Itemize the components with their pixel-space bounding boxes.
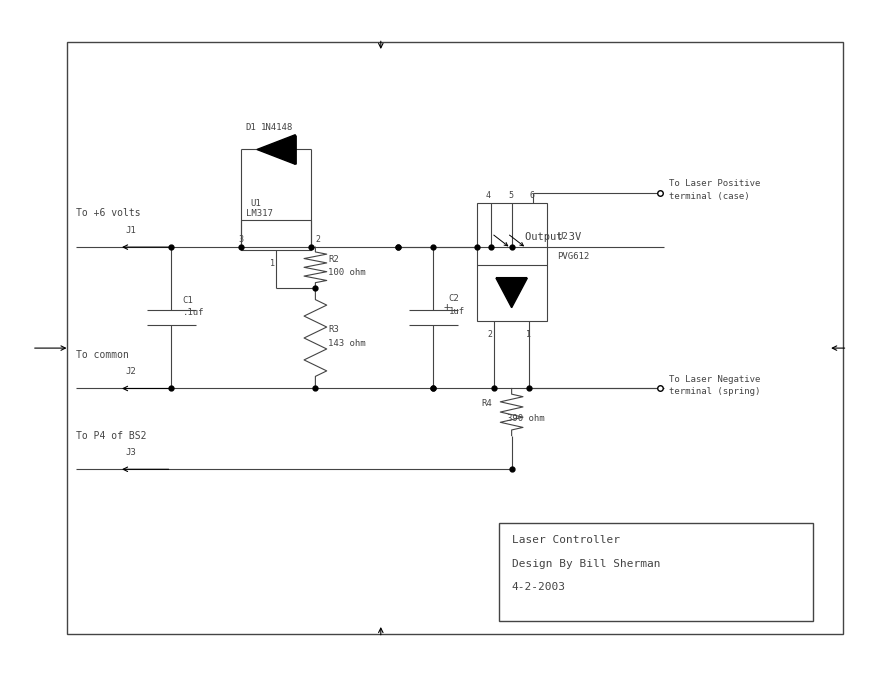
- Text: LM317: LM317: [246, 209, 272, 218]
- Text: 143 ohm: 143 ohm: [328, 339, 366, 348]
- Text: +: +: [444, 302, 451, 312]
- Text: J3: J3: [125, 448, 136, 457]
- Text: 2: 2: [487, 330, 493, 339]
- Bar: [499, 523, 813, 621]
- Text: To P4 of BS2: To P4 of BS2: [75, 431, 146, 441]
- Text: 3: 3: [239, 235, 243, 243]
- Text: 1uf: 1uf: [449, 307, 465, 316]
- Text: J2: J2: [125, 367, 136, 376]
- Bar: [66, 42, 844, 634]
- Text: .1uf: .1uf: [183, 308, 204, 317]
- Text: R3: R3: [328, 325, 340, 335]
- Text: 6: 6: [529, 191, 534, 200]
- Text: Design By Bill Sherman: Design By Bill Sherman: [512, 558, 660, 569]
- Polygon shape: [496, 278, 528, 308]
- Text: terminal (case): terminal (case): [668, 192, 749, 201]
- Text: PVG612: PVG612: [557, 252, 589, 261]
- Text: R2: R2: [328, 255, 340, 264]
- Polygon shape: [257, 135, 296, 164]
- Text: 390 ohm: 390 ohm: [507, 414, 545, 423]
- Bar: [477, 203, 547, 321]
- Text: 100 ohm: 100 ohm: [328, 268, 366, 277]
- Bar: [242, 220, 311, 251]
- Text: To Laser Positive: To Laser Positive: [668, 179, 760, 189]
- Text: 1: 1: [270, 260, 275, 268]
- Text: 1N4148: 1N4148: [262, 124, 293, 132]
- Text: U2: U2: [557, 232, 568, 241]
- Text: To Laser Negative: To Laser Negative: [668, 375, 760, 383]
- Text: 5: 5: [508, 191, 513, 200]
- Text: To common: To common: [75, 350, 129, 360]
- Text: 4: 4: [486, 191, 491, 200]
- Text: R4: R4: [481, 400, 492, 408]
- Text: Laser Controller: Laser Controller: [512, 535, 620, 545]
- Text: D1: D1: [246, 124, 256, 132]
- Text: C1: C1: [183, 297, 193, 306]
- Text: J1: J1: [125, 226, 136, 235]
- Text: U1: U1: [250, 199, 261, 208]
- Text: 2: 2: [315, 235, 320, 243]
- Text: To +6 volts: To +6 volts: [75, 208, 140, 218]
- Text: C2: C2: [449, 295, 459, 304]
- Text: Output 3V: Output 3V: [525, 232, 581, 242]
- Text: 4-2-2003: 4-2-2003: [512, 582, 565, 592]
- Text: terminal (spring): terminal (spring): [668, 387, 760, 396]
- Text: 1: 1: [526, 330, 530, 339]
